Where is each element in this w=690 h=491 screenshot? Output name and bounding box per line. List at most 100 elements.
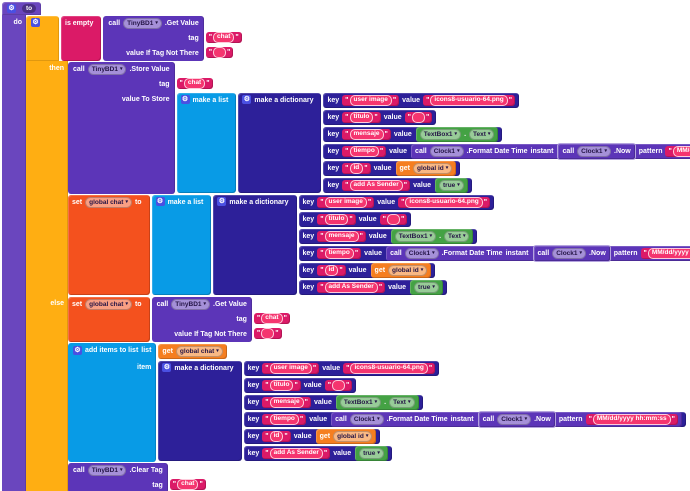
dropdown-clock1[interactable]: Clock1 ▾: [552, 248, 587, 259]
dict-pair-user-image[interactable]: key " user image " value " icons8-usuario-64.p…: [243, 361, 440, 376]
string-chip[interactable]: icons8-usuario-64.png: [405, 197, 483, 208]
dropdown-tinybd1[interactable]: TinyBD1 ▾: [87, 64, 127, 75]
dict-pair-mensaje[interactable]: key " mensaje " value TextBox1 ▾. Text ▾: [323, 127, 503, 142]
string-block[interactable]: " tiempo ": [342, 146, 387, 157]
mutator-gear-icon[interactable]: ⚙: [73, 346, 82, 355]
dict-pair-user-image[interactable]: key " user image " value " icons8-usuario-64.p…: [323, 93, 520, 108]
string-chip[interactable]: chat: [213, 32, 235, 43]
textbox1-text-getter[interactable]: TextBox1 ▾. Text ▾: [415, 127, 499, 142]
string-chip[interactable]: tiempo: [349, 146, 379, 157]
string-chip[interactable]: [411, 112, 425, 123]
string-chip[interactable]: mensaje: [269, 397, 304, 408]
dropdown-true[interactable]: true ▾: [359, 448, 384, 459]
call-tinybd1-store-value[interactable]: call TinyBD1 ▾ .Store Value tag " chat " value T…: [68, 62, 690, 194]
dropdown-global-chat[interactable]: global chat ▾: [85, 299, 132, 310]
add-items-to-list[interactable]: ⚙ add items to list list get global chat ▾ ite…: [68, 343, 686, 462]
dropdown-global-id[interactable]: global id ▾: [413, 163, 453, 174]
string-chip[interactable]: add As Sender: [269, 448, 323, 459]
textbox1-text-getter[interactable]: TextBox1 ▾. Text ▾: [390, 229, 474, 244]
string-block[interactable]: "MM/dd/yyyy hh:mm:ss": [665, 146, 690, 157]
call-tinybd1-get-value[interactable]: call TinyBD1 ▾ .Get Value tag " chat " value If …: [151, 297, 290, 342]
call-clock1-now[interactable]: call Clock1 ▾ .Now: [557, 143, 636, 160]
string-block[interactable]: " id ": [317, 265, 346, 276]
dict-pair-add-as-sender[interactable]: key " add As Sender " value true ▾: [243, 446, 392, 461]
make-a-list-head[interactable]: ⚙ make a list: [176, 93, 237, 193]
string-chip[interactable]: icons8-usuario-64.png: [430, 95, 508, 106]
mutator-gear-icon[interactable]: ⚙: [217, 197, 227, 206]
string-block[interactable]: " tiempo ": [262, 414, 307, 425]
string-block[interactable]: " id ": [342, 163, 371, 174]
get-global-id[interactable]: get global id ▾: [395, 161, 457, 176]
mutator-gear-icon[interactable]: ⚙: [31, 18, 40, 27]
string-chip[interactable]: user image: [349, 95, 392, 106]
string-chip[interactable]: titulo: [349, 112, 374, 123]
dropdown-global-id[interactable]: global id ▾: [388, 265, 428, 276]
string-block[interactable]: " titulo ": [342, 112, 381, 123]
string-block[interactable]: " add As Sender ": [317, 282, 386, 293]
dict-pair-add-as-sender[interactable]: key " add As Sender " value true ▾: [323, 178, 472, 193]
string-block[interactable]: " ": [379, 214, 408, 225]
mutator-gear-icon[interactable]: ⚙: [162, 363, 172, 372]
logic-true[interactable]: true ▾: [410, 280, 443, 295]
dropdown-text[interactable]: Text ▾: [389, 397, 415, 408]
dropdown-text[interactable]: Text ▾: [444, 231, 470, 242]
call-tinybd1-get-value[interactable]: call TinyBD1 ▾ .Get Value tag " chat " value If …: [103, 16, 242, 61]
string-chip[interactable]: tiempo: [269, 414, 299, 425]
string-block[interactable]: " icons8-usuario-64.png ": [398, 197, 491, 208]
dropdown-global-chat[interactable]: global chat ▾: [175, 346, 223, 357]
logic-true[interactable]: true ▾: [435, 178, 468, 193]
dict-pair-id[interactable]: key " id " value get global id ▾: [298, 263, 436, 278]
dropdown-text[interactable]: Text ▾: [469, 129, 495, 140]
string-block[interactable]: " chat ": [176, 78, 213, 89]
dropdown-clock1[interactable]: Clock1 ▾: [349, 414, 384, 425]
mutator-gear-icon[interactable]: ⚙: [7, 4, 16, 13]
string-chip[interactable]: add As Sender: [324, 282, 378, 293]
call-clock1-format-date-time[interactable]: call Clock1 ▾ .Format Date Time instant call C…: [386, 245, 690, 262]
dropdown-clock1[interactable]: Clock1 ▾: [404, 248, 439, 259]
string-chip[interactable]: titulo: [269, 380, 294, 391]
dict-pair-tiempo[interactable]: key " tiempo " value call Clock1 ▾ .Format Date …: [243, 411, 686, 428]
string-block[interactable]: " chat ": [253, 313, 290, 324]
string-chip[interactable]: add As Sender: [349, 180, 403, 191]
string-block[interactable]: " chat ": [169, 479, 206, 490]
dict-pair-mensaje[interactable]: key " mensaje " value TextBox1 ▾. Text ▾: [243, 395, 423, 410]
string-chip[interactable]: id: [324, 265, 339, 276]
dict-pair-titulo[interactable]: key " titulo " value " ": [298, 212, 412, 227]
string-block[interactable]: " ": [205, 47, 234, 58]
make-a-list-head[interactable]: ⚙ make a list: [151, 195, 212, 295]
string-block[interactable]: "MM/dd/yyyy hh:mm:ss": [585, 414, 678, 425]
string-block[interactable]: " mensaje ": [317, 231, 366, 242]
get-global-id[interactable]: get global id ▾: [370, 263, 432, 278]
string-chip[interactable]: icons8-usuario-64.png: [350, 363, 428, 374]
string-block[interactable]: " mensaje ": [342, 129, 391, 140]
string-chip[interactable]: chat: [183, 78, 206, 89]
string-block[interactable]: " tiempo ": [317, 248, 362, 259]
get-global-chat[interactable]: get global chat ▾: [158, 344, 227, 359]
dict-pair-mensaje[interactable]: key " mensaje " value TextBox1 ▾. Text ▾: [298, 229, 478, 244]
string-block[interactable]: " ": [404, 112, 433, 123]
string-block[interactable]: " user image ": [342, 95, 400, 106]
dict-pair-id[interactable]: key " id " value get global id ▾: [323, 161, 461, 176]
string-chip[interactable]: MM/dd/yyyy hh:mm:ss: [592, 414, 671, 425]
string-block[interactable]: " titulo ": [317, 214, 356, 225]
string-block[interactable]: " id ": [262, 431, 291, 442]
dict-pair-id[interactable]: key " id " value get global id ▾: [243, 429, 381, 444]
dict-pair-tiempo[interactable]: key " tiempo " value call Clock1 ▾ .Format Date …: [298, 245, 690, 262]
name-field[interactable]: to: [22, 4, 37, 13]
mutator-gear-icon[interactable]: ⚙: [155, 197, 165, 206]
string-chip[interactable]: user image: [269, 363, 312, 374]
string-chip[interactable]: chat: [261, 313, 283, 324]
set-global-chat-head[interactable]: set global chat ▾ to: [68, 297, 150, 342]
string-chip[interactable]: id: [269, 431, 284, 442]
string-block[interactable]: " chat ": [205, 32, 242, 43]
dict-pair-titulo[interactable]: key " titulo " value " ": [323, 110, 437, 125]
string-chip[interactable]: [213, 47, 227, 58]
string-chip[interactable]: titulo: [324, 214, 349, 225]
is-empty-block-head[interactable]: is empty: [61, 16, 102, 61]
dropdown-textbox1[interactable]: TextBox1 ▾: [339, 397, 382, 408]
mutator-gear-icon[interactable]: ⚙: [180, 95, 190, 104]
dropdown-tinybd1[interactable]: TinyBD1 ▾: [87, 465, 127, 476]
string-block[interactable]: "MM/dd/yyyy hh:mm:ss": [640, 248, 690, 259]
dropdown-textbox1[interactable]: TextBox1 ▾: [394, 231, 437, 242]
